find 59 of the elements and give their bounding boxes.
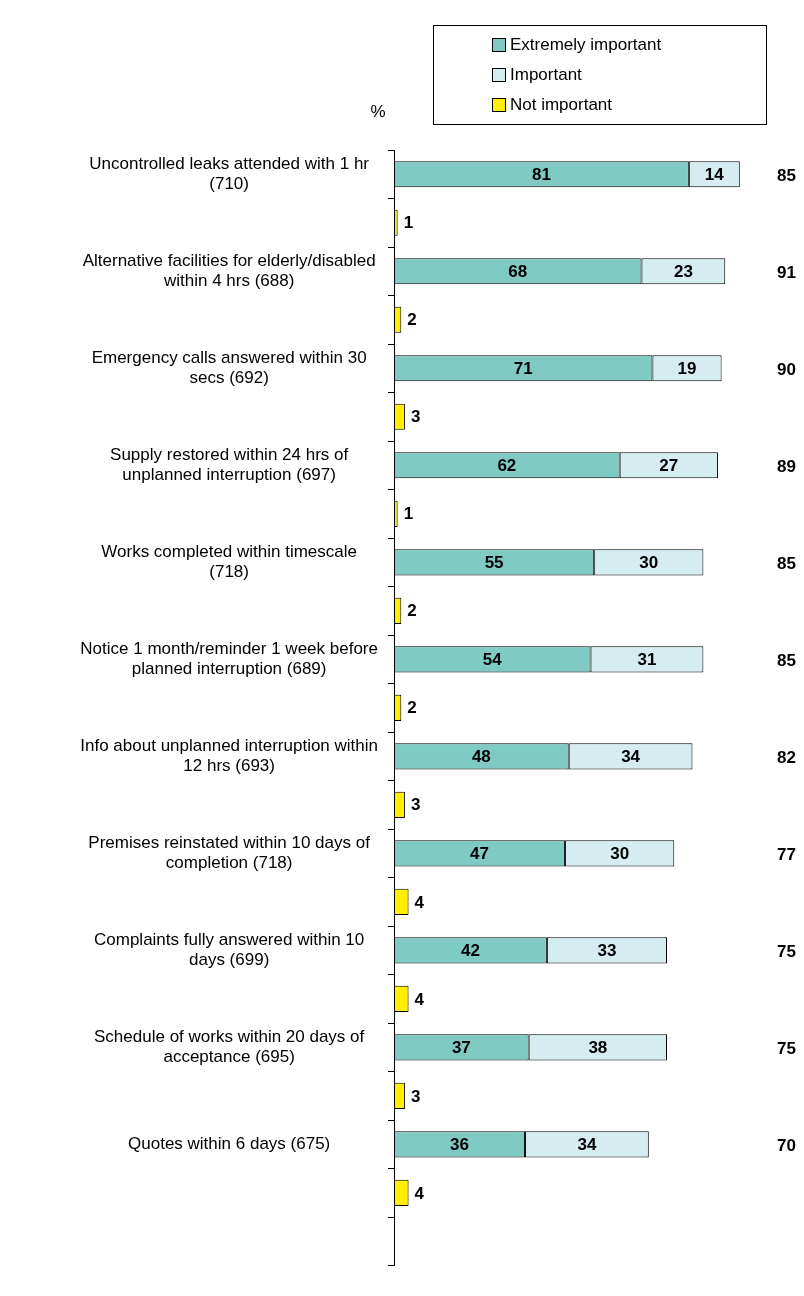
data-label: 55 xyxy=(484,552,504,572)
data-label: 4 xyxy=(414,892,425,912)
data-label: 38 xyxy=(588,1038,608,1058)
data-label: 2 xyxy=(407,698,417,718)
y-tick-label: Supply restored within 24 hrs of unplanned interruption (697) xyxy=(110,444,349,485)
data-label: 34 xyxy=(621,746,641,766)
text: 90 xyxy=(777,359,796,379)
data-label: 4 xyxy=(414,1183,425,1203)
data-label: 19 xyxy=(677,358,697,378)
text: 89 xyxy=(777,456,796,476)
data-label: 3 xyxy=(410,795,421,815)
y-tick-label: Schedule of works within 20 days of acceptance (695) xyxy=(94,1026,365,1067)
text: 85 xyxy=(777,553,796,573)
data-label: 14 xyxy=(704,164,725,184)
legend-label: Extremely important xyxy=(510,34,662,56)
data-label: 36 xyxy=(450,1135,469,1155)
data-label: 48 xyxy=(471,746,491,766)
data-label: 2 xyxy=(407,601,417,621)
text: 85 xyxy=(777,165,796,185)
data-label: 1 xyxy=(403,213,414,233)
y-tick-label: Info about unplanned interruption within 12 hrs (693) xyxy=(80,735,378,776)
y-tick-label: Complaints fully answered within 10 days (699) xyxy=(94,929,365,970)
text: 70 xyxy=(777,1136,796,1156)
y-tick-label: Emergency calls answered within 30 secs (692) xyxy=(91,347,367,388)
data-label: 42 xyxy=(460,941,480,961)
y-tick-label: Uncontrolled leaks attended with 1 hr (710) xyxy=(89,153,370,194)
text: 91 xyxy=(777,262,796,282)
y-tick-label: Notice 1 month/reminder 1 week before planned interruption (689) xyxy=(80,638,378,679)
y-tick-label: Alternative facilities for elderly/disabled within 4 hrs (688) xyxy=(82,250,376,291)
data-label: 3 xyxy=(410,1086,421,1106)
text: 85 xyxy=(777,650,796,670)
data-label: 30 xyxy=(610,844,630,863)
data-label: 27 xyxy=(659,455,679,475)
y-tick-label: Works completed within timescale (718) xyxy=(101,541,358,582)
data-label: 54 xyxy=(482,649,503,669)
text: 75 xyxy=(777,942,796,962)
data-label: 71 xyxy=(513,358,533,378)
data-label: 37 xyxy=(451,1038,471,1058)
data-label: 2 xyxy=(407,310,417,330)
data-label: 81 xyxy=(531,164,551,184)
legend-label: Important xyxy=(510,64,582,86)
data-label: 3 xyxy=(410,407,421,427)
data-label: 62 xyxy=(497,455,517,475)
y-tick-label: Quotes within 6 days (675) xyxy=(128,1134,331,1154)
data-label: 30 xyxy=(639,552,659,572)
text: % xyxy=(370,101,386,121)
data-label: 47 xyxy=(470,844,489,863)
y-tick-label: Premises reinstated within 10 days of completion (718) xyxy=(88,832,371,873)
data-label: 23 xyxy=(673,261,693,281)
legend-label: Not important xyxy=(510,94,613,116)
data-label: 33 xyxy=(597,941,617,961)
data-label: 31 xyxy=(637,649,657,669)
text: 75 xyxy=(777,1039,796,1059)
data-label: 1 xyxy=(403,504,414,524)
data-label: 34 xyxy=(577,1135,597,1155)
data-label: 68 xyxy=(508,261,528,281)
text: 77 xyxy=(777,845,796,864)
text: 82 xyxy=(777,747,796,767)
data-label: 4 xyxy=(414,989,425,1009)
